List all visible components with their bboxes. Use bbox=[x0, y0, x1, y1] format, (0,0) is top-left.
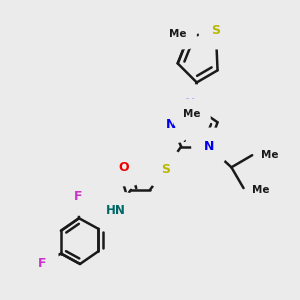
Text: O: O bbox=[119, 161, 129, 174]
Text: F: F bbox=[38, 257, 46, 271]
Text: F: F bbox=[74, 190, 82, 203]
Text: Me: Me bbox=[169, 29, 187, 39]
Text: N: N bbox=[204, 140, 214, 153]
Text: S: S bbox=[211, 24, 220, 37]
Text: Me: Me bbox=[261, 150, 278, 160]
Text: HN: HN bbox=[105, 204, 125, 217]
Text: N: N bbox=[184, 97, 195, 110]
Text: S: S bbox=[161, 163, 170, 176]
Text: Me: Me bbox=[183, 109, 200, 118]
Text: Me: Me bbox=[252, 185, 270, 195]
Text: N: N bbox=[166, 118, 176, 130]
